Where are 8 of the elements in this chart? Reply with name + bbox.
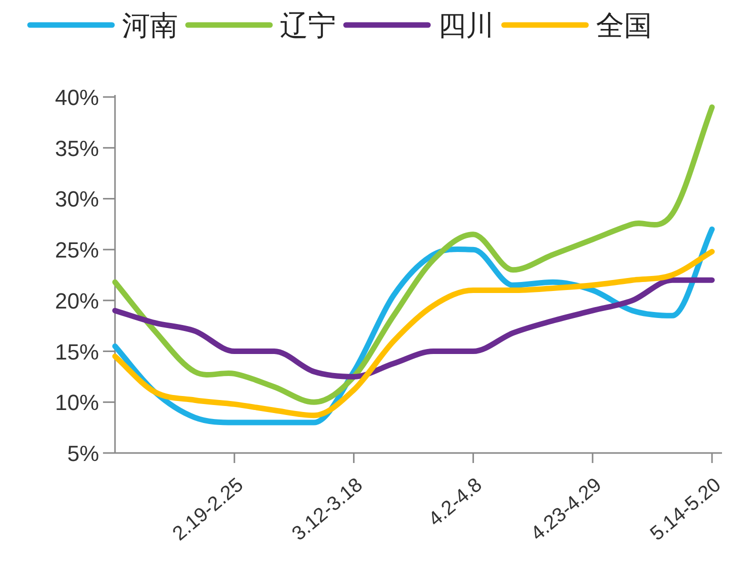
ytick: 20% (54, 288, 99, 314)
ytick: 10% (54, 390, 99, 416)
ytick: 40% (54, 85, 99, 110)
ytick: 15% (54, 339, 99, 364)
ytick: 30% (54, 186, 99, 212)
ytick: 25% (54, 238, 99, 263)
ytick: 5% (67, 441, 99, 466)
ytick: 35% (54, 136, 99, 161)
